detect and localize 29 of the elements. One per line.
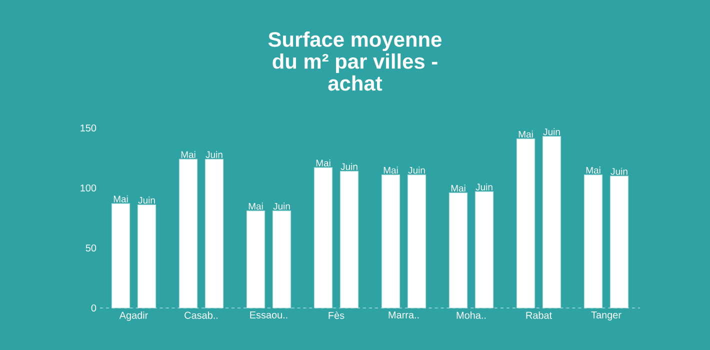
text: Juin — [543, 128, 560, 136]
x-tick-label: Fès — [328, 312, 344, 319]
text: Juin — [340, 163, 358, 170]
y-tick-label: 100 — [80, 184, 96, 192]
text: Mai — [518, 130, 533, 138]
x-tick-label: Agadir — [119, 312, 148, 321]
text: Juin — [206, 151, 222, 158]
x-tick-label: Moha.. — [456, 312, 486, 319]
text: Mai — [316, 159, 330, 166]
series-label: Juin — [138, 196, 155, 204]
text: Mai — [451, 184, 466, 192]
y-tick-label: 150 — [80, 124, 96, 132]
text: Juin — [273, 202, 290, 210]
text: Mai — [586, 166, 600, 174]
x-tick-label: Tanger — [591, 312, 622, 320]
text: Mai — [384, 166, 398, 174]
x-tick-label: Casab.. — [184, 312, 218, 319]
x-tick-label: Rabat — [526, 312, 552, 319]
y-tick-label: 50 — [86, 244, 96, 252]
series-label: Mai — [248, 202, 263, 210]
text: Mai — [114, 195, 128, 202]
text: Juin — [610, 168, 628, 175]
text: Juin — [408, 166, 425, 174]
text: Mai — [181, 151, 196, 158]
x-tick-label: Essaou.. — [250, 312, 288, 318]
x-tick-label: Marra.. — [388, 312, 419, 318]
chart-title: Surface moyenne du m² par villes - achat — [268, 32, 442, 91]
y-tick-label: 0 — [91, 304, 96, 312]
text: Juin — [476, 183, 492, 190]
